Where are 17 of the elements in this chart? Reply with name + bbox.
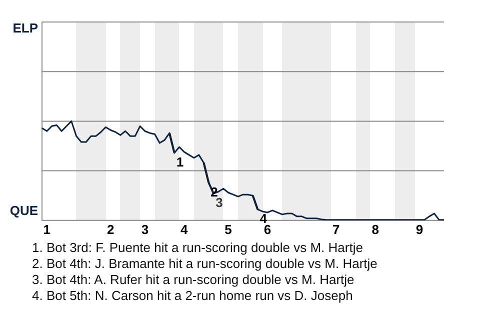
series-label: 1 — [176, 154, 184, 170]
x-tick-label: 5 — [224, 222, 232, 237]
series-label: 3 — [216, 195, 223, 210]
text: ELP — [12, 20, 38, 36]
text: 1. Bot 3rd: F. Puente hit a run-scoring double vs M. Hartje — [32, 240, 364, 256]
x-tick-label: 2 — [107, 222, 114, 237]
x-tick-label: 9 — [416, 222, 424, 237]
x-tick-label: 7 — [332, 222, 340, 237]
text: 3. Bot 4th: A. Rufer hit a run-scoring double vs M. Hartje — [32, 272, 356, 288]
x-tick-label: 3 — [141, 222, 149, 237]
x-tick-label: 1 — [43, 222, 51, 237]
text: QUE — [10, 202, 38, 218]
text: 4. Bot 5th: N. Carson hit a 2-run home run vs D. Joseph — [32, 288, 354, 304]
x-tick-label: 6 — [264, 222, 272, 237]
text: 2. Bot 4th: J. Bramante hit a run-scoring double vs M. Hartje — [32, 256, 378, 272]
x-tick-label: 8 — [372, 222, 379, 237]
x-tick-label: 4 — [180, 222, 189, 237]
